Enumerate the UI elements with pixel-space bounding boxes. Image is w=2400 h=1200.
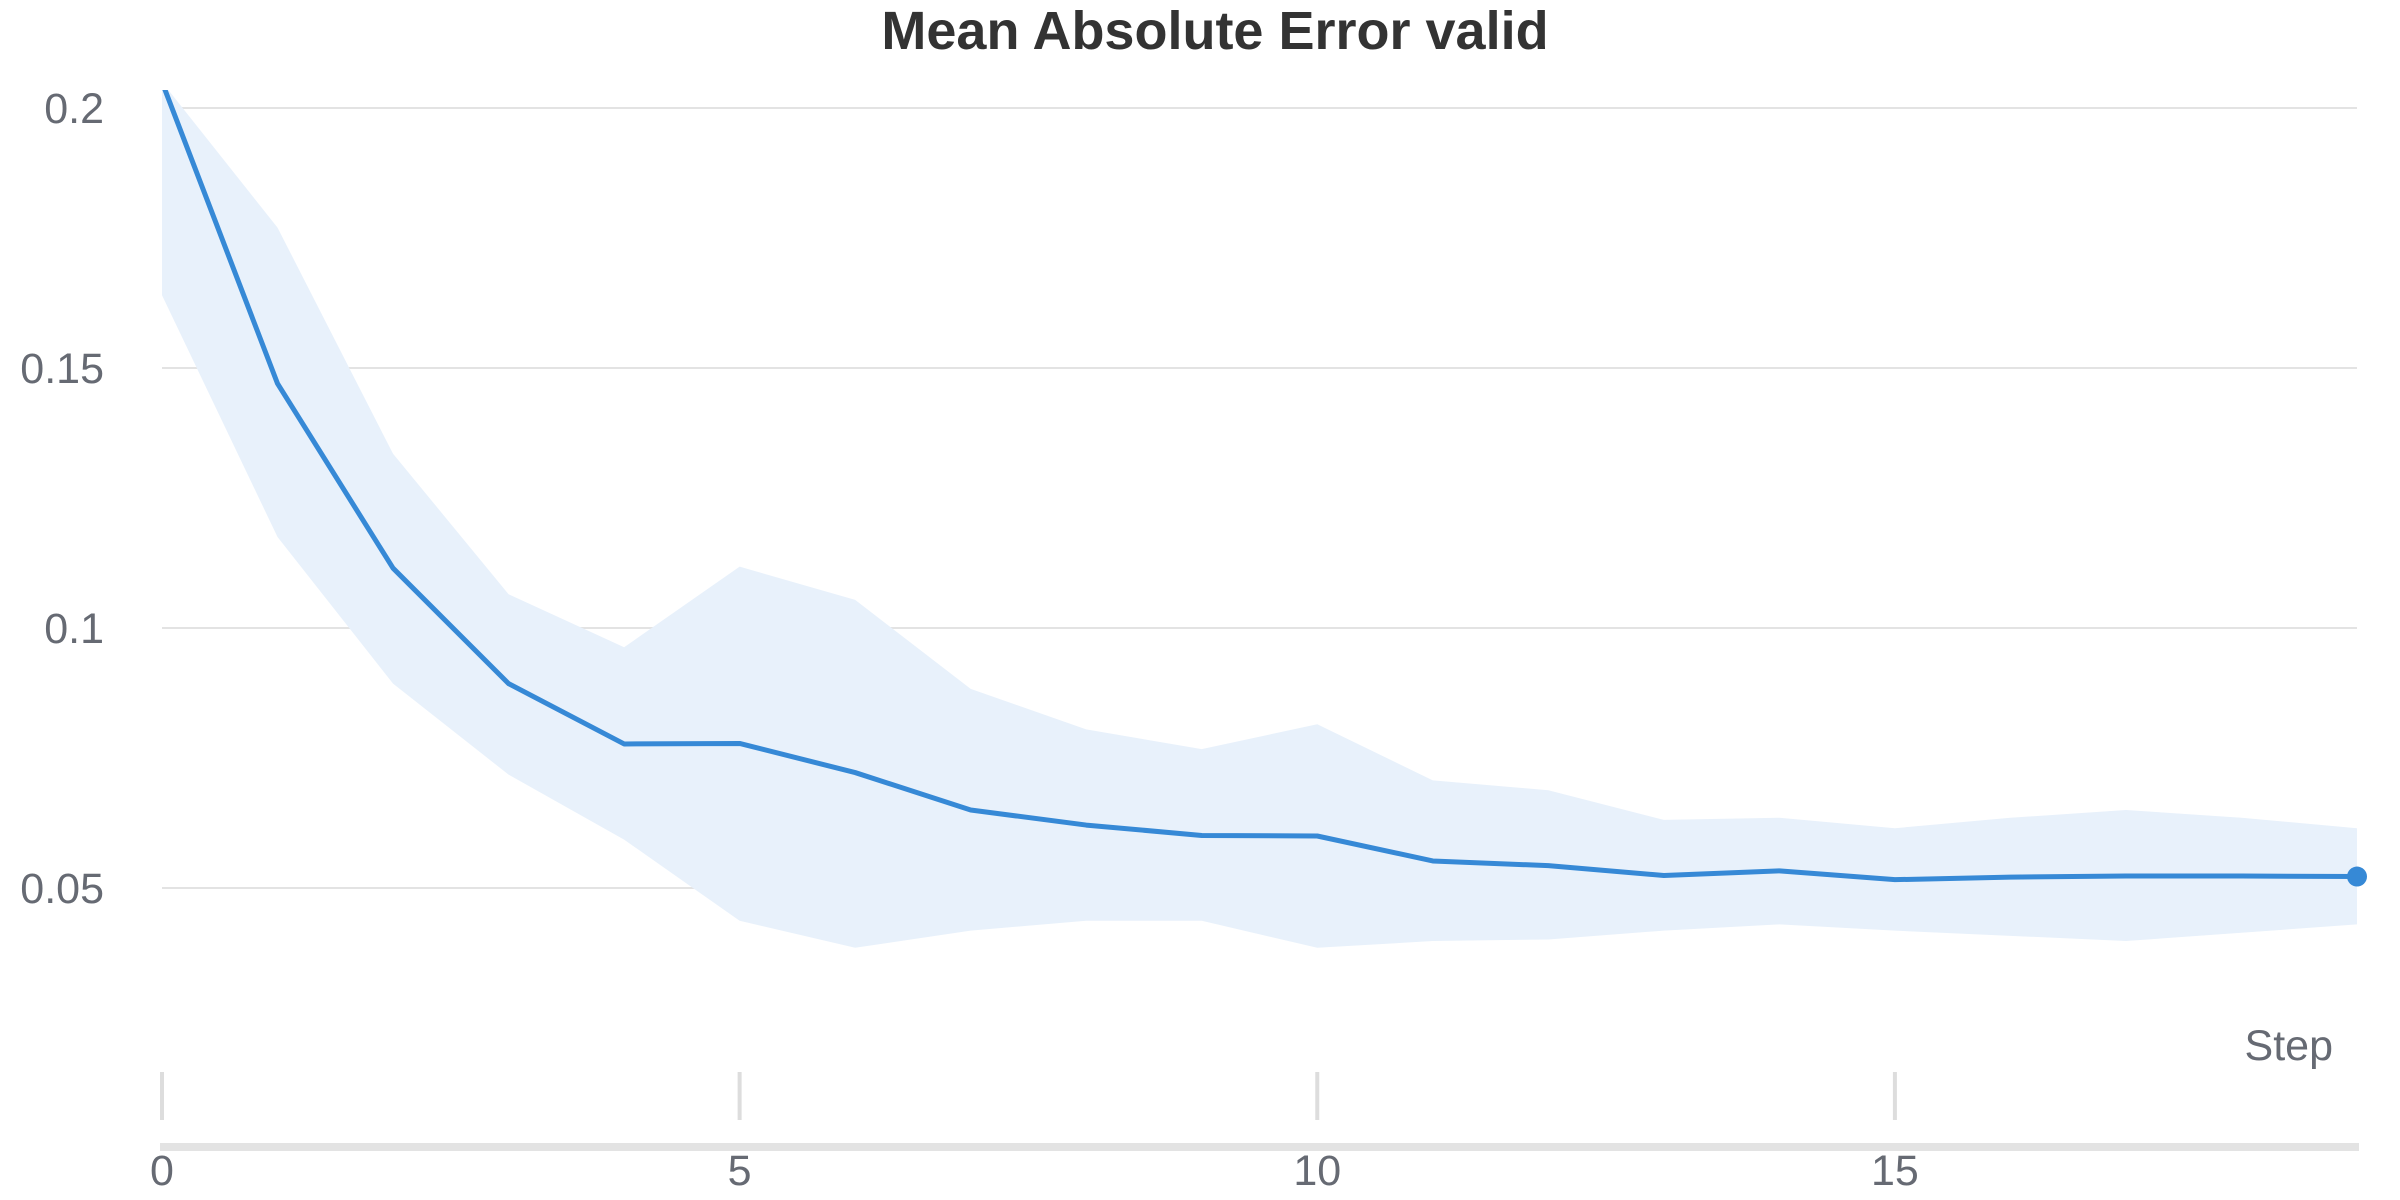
chart-title: Mean Absolute Error valid [881,1,1549,61]
y-axis: 0.05 0.1 0.15 0.2 [20,85,104,913]
series-line [162,90,2358,883]
x-tick-label: 0 [150,1147,174,1195]
x-tick-label: 10 [1293,1147,1341,1195]
x-axis-title: Step [2245,1022,2333,1070]
last-point-marker [2347,866,2367,887]
series-line-layer [162,90,2367,887]
y-tick-label: 0.2 [44,85,104,133]
y-tick-label: 0.1 [44,605,104,653]
confidence-band [162,90,2357,948]
x-tick-label: 5 [728,1147,752,1195]
y-tick-label: 0.15 [20,345,104,393]
y-tick-label: 0.05 [20,865,104,913]
confidence-band-layer [162,90,2357,948]
x-axis-bar [160,1143,2359,1151]
x-tick-label: 15 [1871,1147,1919,1195]
x-axis: 0 5 10 15 [150,1072,2359,1195]
